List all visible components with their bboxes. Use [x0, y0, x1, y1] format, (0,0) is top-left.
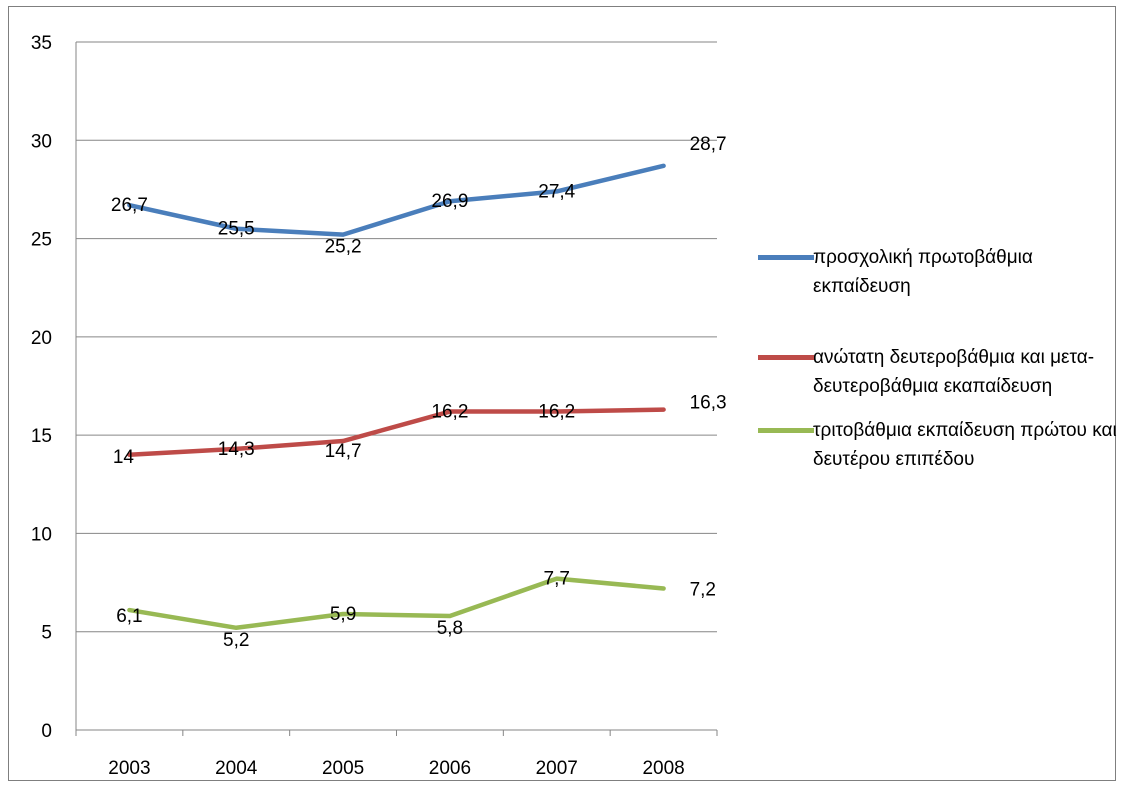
legend: προσχολική πρωτοβάθμια εκπαίδευση ανώτατ…	[758, 243, 1118, 474]
x-tick-label-2007: 2007	[536, 758, 578, 779]
legend-label-upper-secondary: ανώτατη δευτεροβάθμια και μετα-δευτεροβά…	[813, 347, 1095, 397]
data-label-s1-2008: 16,3	[690, 393, 727, 414]
data-label-s2-2003: 6,1	[116, 606, 142, 627]
x-tick-label-2004: 2004	[215, 758, 258, 779]
legend-label-tertiary: τριτοβάθμια εκπαίδευση πρώτου και δευτέρ…	[813, 420, 1117, 470]
legend-swatch-preschool	[758, 255, 814, 260]
legend-item-preschool: προσχολική πρωτοβάθμια εκπαίδευση	[758, 243, 1118, 301]
x-tick-label-2005: 2005	[322, 758, 364, 779]
legend-swatch-tertiary	[758, 428, 814, 433]
x-tick-label-2003: 2003	[108, 758, 150, 779]
legend-label-preschool: προσχολική πρωτοβάθμια εκπαίδευση	[813, 247, 1033, 297]
series-line-0	[127, 163, 666, 237]
y-tick-label-0: 0	[41, 721, 52, 742]
data-label-s2-2007: 7,7	[544, 569, 570, 590]
chart-frame	[8, 6, 1116, 781]
legend-item-tertiary: τριτοβάθμια εκπαίδευση πρώτου και δευτέρ…	[758, 416, 1118, 474]
data-label-s0-2007: 27,4	[538, 181, 575, 202]
y-tick-label-35: 35	[31, 33, 52, 54]
data-label-s1-2007: 16,2	[538, 402, 575, 423]
data-label-s0-2003: 26,7	[111, 195, 148, 216]
data-label-s1-2006: 16,2	[431, 402, 468, 423]
data-label-s0-2004: 25,5	[218, 219, 255, 240]
data-label-s2-2008: 7,2	[690, 579, 716, 600]
legend-item-upper-secondary: ανώτατη δευτεροβάθμια και μετα-δευτεροβά…	[758, 343, 1118, 401]
y-tick-label-5: 5	[41, 623, 52, 644]
x-tick-label-2006: 2006	[429, 758, 471, 779]
data-label-s2-2006: 5,8	[437, 618, 463, 639]
y-tick-label-15: 15	[31, 426, 52, 447]
x-tick-label-2008: 2008	[642, 758, 684, 779]
data-label-s2-2004: 5,2	[223, 630, 249, 651]
data-label-s0-2008: 28,7	[690, 134, 727, 155]
series-line-2	[127, 576, 666, 631]
data-label-s2-2005: 5,9	[330, 604, 356, 625]
y-tick-label-10: 10	[31, 524, 52, 545]
legend-swatch-upper-secondary	[758, 355, 814, 360]
data-label-s0-2006: 26,9	[431, 191, 468, 212]
data-label-s1-2004: 14,3	[218, 439, 255, 460]
y-tick-label-30: 30	[31, 131, 52, 152]
data-label-s1-2005: 14,7	[325, 441, 362, 462]
data-label-s1-2003: 14	[113, 447, 135, 468]
y-tick-label-20: 20	[31, 328, 52, 349]
data-label-s0-2005: 25,2	[325, 237, 362, 258]
series-line-1	[127, 407, 666, 458]
y-tick-label-25: 25	[31, 230, 52, 251]
